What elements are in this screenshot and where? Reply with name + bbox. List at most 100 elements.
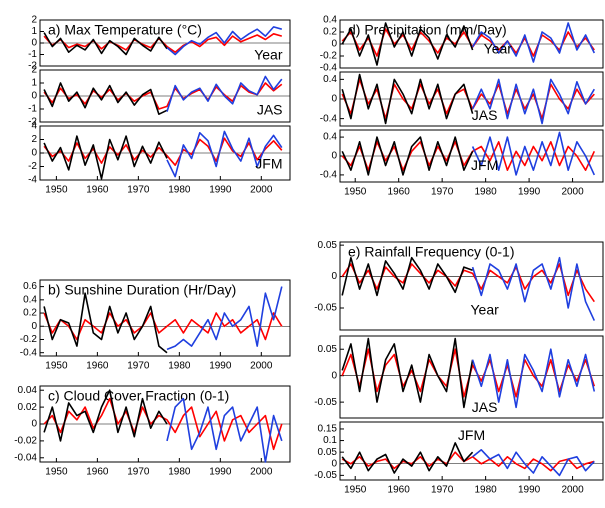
y-tick-label: 0.15 [318,424,338,435]
x-tick-label: 1980 [168,185,191,196]
y-tick-label: 0.05 [318,344,338,355]
panel-frame [39,279,291,357]
x-tick-label: 1980 [475,485,498,496]
y-tick-label: 2 [31,15,37,26]
x-tick-label: 1970 [127,185,150,196]
y-tick-label: 0.04 [18,385,38,396]
series-line [341,451,595,472]
x-tick-label: 1980 [475,187,498,198]
y-tick-label: 0.6 [23,281,37,292]
series-line [341,442,474,474]
x-tick-label: 2000 [561,187,584,198]
y-tick-label: -2 [28,61,37,72]
x-tick-label: 1970 [431,187,454,198]
x-tick-label: 2000 [561,485,584,496]
y-tick-label: 0.4 [23,294,37,305]
panel-frame [339,241,604,331]
panel-label: JAS [472,107,498,123]
series-line [341,22,474,66]
series-line [341,256,473,297]
x-tick-label: 2000 [250,185,273,196]
series-line [471,22,596,63]
panel-label: JFM [255,156,282,172]
panel-title: c) Cloud Cover Fraction (0-1) [48,388,229,404]
panel-label: JFM [471,157,498,173]
x-tick-label: 1960 [388,485,411,496]
panel-label: Year [471,301,500,317]
panel-label: Year [484,40,513,56]
panel-title: e) Rainfall Frequency (0-1) [348,244,515,260]
y-tick-label: 0 [331,39,337,50]
y-tick-label: -0.4 [20,347,38,358]
y-tick-label: 2 [31,134,37,145]
panel-frame [339,335,604,419]
y-tick-label: -2 [28,161,37,172]
y-tick-label: 0.4 [323,15,337,26]
x-tick-label: 1950 [45,185,68,196]
series-line [43,389,168,442]
x-tick-label: 1970 [431,485,454,496]
y-tick-label: 1 [31,26,37,37]
series-line [43,32,168,56]
y-tick-label: -0.02 [14,436,37,447]
y-tick-label: 0 [331,271,337,282]
y-tick-label: -0.2 [320,51,338,62]
series-line [341,73,474,125]
y-tick-label: 0.4 [323,74,337,85]
y-tick-label: -0.04 [14,452,37,463]
y-tick-label: -0.4 [320,170,338,181]
y-tick-label: 0 [331,458,337,469]
x-tick-label: 1990 [209,361,232,372]
panel-label: Year [254,47,283,63]
series-line [43,292,168,354]
y-tick-label: 0 [31,148,37,159]
y-tick-label: 0 [331,370,337,381]
y-tick-label: 4 [31,121,37,132]
panel-frame [339,421,604,481]
y-tick-label: 0.02 [18,402,38,413]
series-line [471,256,596,321]
x-tick-label: 1960 [388,187,411,198]
y-tick-label: 1 [31,78,37,89]
series-line [166,286,283,351]
x-tick-label: 1990 [209,185,232,196]
series-line [471,78,595,125]
x-tick-label: 1960 [86,361,109,372]
y-tick-label: -0.4 [320,63,338,74]
y-tick-label: -1 [28,104,37,115]
x-tick-label: 1970 [127,467,150,478]
y-tick-label: -2 [28,117,37,128]
series-line [43,312,283,341]
y-tick-label: 2 [31,65,37,76]
x-tick-label: 1950 [45,361,68,372]
y-tick-label: -4 [28,175,37,186]
series-line [43,135,168,180]
y-tick-label: -0.4 [320,113,338,124]
series-line [166,75,283,112]
y-tick-label: 0 [31,91,37,102]
panel-label: JAS [257,101,283,117]
y-tick-label: -0.2 [20,334,38,345]
x-tick-label: 1980 [168,467,191,478]
y-tick-label: 0.05 [318,447,338,458]
x-tick-label: 1990 [209,467,232,478]
panel-title: a) Max Temperature (°C) [48,22,202,38]
y-tick-label: 0.2 [23,308,37,319]
series-line [166,26,283,56]
x-tick-label: 2000 [250,361,273,372]
x-tick-label: 1960 [86,467,109,478]
x-tick-label: 1960 [86,185,109,196]
y-tick-label: -0.05 [314,303,337,314]
y-tick-label: 0.1 [323,435,337,446]
y-tick-label: 0 [31,38,37,49]
x-tick-label: 1990 [518,485,541,496]
panel-label: JAS [472,399,498,415]
x-tick-label: 1970 [127,361,150,372]
series-line [43,82,283,110]
series-line [341,141,596,171]
series-line [471,348,596,409]
x-tick-label: 1980 [168,361,191,372]
y-tick-label: 0.2 [323,27,337,38]
